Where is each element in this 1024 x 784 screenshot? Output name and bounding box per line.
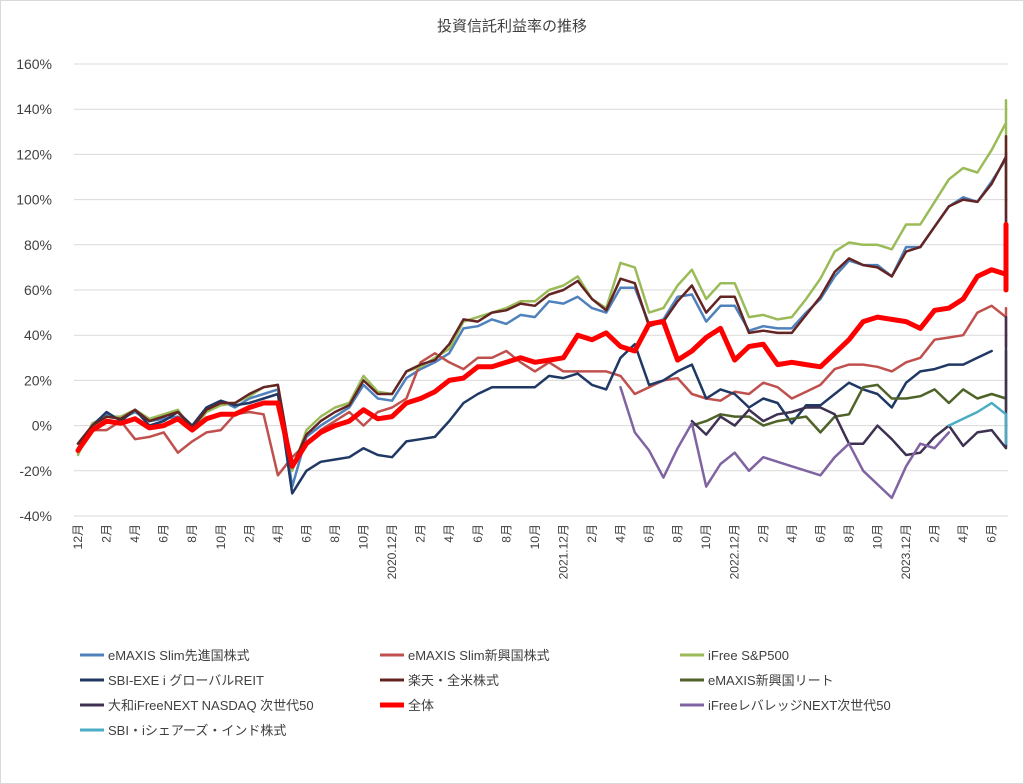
x-tick-label: 2月 — [242, 524, 256, 543]
legend-entry: iFree S&P500 — [680, 648, 789, 663]
x-tick-label: 8月 — [842, 524, 856, 543]
series-line — [947, 401, 1008, 445]
x-tick-label: 2月 — [414, 524, 428, 543]
x-tick-label: 10月 — [528, 524, 542, 549]
x-tick-label: 2023.12月 — [899, 524, 913, 579]
x-tick-label: 8月 — [671, 524, 685, 543]
chart-title: 投資信託利益率の推移 — [437, 18, 587, 35]
x-tick-label: 4月 — [442, 524, 456, 543]
legend-entry: SBI-EXE i グローバルREIT — [80, 673, 264, 688]
x-tick-label: 4月 — [785, 524, 799, 543]
x-tick-label: 2020.12月 — [385, 524, 399, 579]
y-tick-label: 40% — [24, 327, 52, 343]
legend: eMAXIS Slim先進国株式 eMAXIS Slim新興国株式 iFree S&… — [80, 648, 891, 738]
x-tick-label: 2月 — [100, 524, 114, 543]
x-tick-label: 2022.12月 — [728, 524, 742, 579]
x-tick-label: 6月 — [471, 524, 485, 543]
y-tick-label: 120% — [16, 146, 52, 162]
x-tick-label: 10月 — [871, 524, 885, 549]
series-line — [619, 385, 951, 500]
series-line — [75, 222, 1009, 469]
legend-label: iFree S&P500 — [708, 648, 789, 663]
x-tick-label: 4月 — [128, 524, 142, 543]
legend-label: SBI-EXE i グローバルREIT — [108, 673, 264, 688]
y-tick-label: 140% — [16, 101, 52, 117]
x-tick-label: 10月 — [699, 524, 713, 549]
x-axis-ticks: 12月 2月 4月 6月 8月 10月 2月 4月 6月 8月 10月 2020.12月 2月 4月 6月 8… — [71, 524, 999, 579]
x-tick-label: 4月 — [956, 524, 970, 543]
y-tick-label: -20% — [19, 463, 52, 479]
x-tick-label: 4月 — [271, 524, 285, 543]
legend-label: iFreeレバレッジNEXT次世代50 — [708, 698, 891, 713]
y-tick-label: 0% — [32, 418, 52, 434]
series-line — [76, 304, 1008, 477]
legend-entry: iFreeレバレッジNEXT次世代50 — [680, 698, 891, 713]
legend-entry: 楽天・全米株式 — [380, 673, 499, 688]
series-lines — [75, 98, 1009, 500]
legend-entry: SBI・iシェアーズ・インド株式 — [80, 723, 286, 738]
x-tick-label: 8月 — [185, 524, 199, 543]
gridlines — [74, 63, 1008, 517]
x-tick-label: 6月 — [813, 524, 827, 543]
legend-label: eMAXIS Slim先進国株式 — [108, 648, 250, 663]
series-line — [76, 135, 1008, 468]
x-tick-label: 12月 — [71, 524, 85, 549]
y-tick-label: 60% — [24, 282, 52, 298]
y-tick-label: 20% — [24, 372, 52, 388]
x-tick-label: 2021.12月 — [556, 524, 570, 579]
x-tick-label: 2月 — [928, 524, 942, 543]
x-tick-label: 10月 — [357, 524, 371, 549]
legend-label: eMAXIS Slim新興国株式 — [408, 648, 550, 663]
x-tick-label: 2月 — [585, 524, 599, 543]
x-tick-label: 6月 — [157, 524, 171, 543]
legend-entry: eMAXIS新興国リート — [680, 673, 834, 688]
y-tick-label: -40% — [19, 508, 52, 524]
y-axis-ticks: 160% 140% 120% 100% 80% 60% 40% 20% 0% -20% -40% — [16, 56, 52, 524]
x-tick-label: 2月 — [756, 524, 770, 543]
legend-entry: eMAXIS Slim先進国株式 — [80, 648, 250, 663]
legend-entry: eMAXIS Slim新興国株式 — [380, 648, 550, 663]
y-tick-label: 80% — [24, 237, 52, 253]
y-tick-label: 100% — [16, 192, 52, 208]
legend-label: eMAXIS新興国リート — [708, 673, 834, 688]
legend-label: 楽天・全米株式 — [408, 673, 499, 688]
x-tick-label: 6月 — [985, 524, 999, 543]
legend-entry: 全体 — [380, 698, 434, 713]
x-tick-label: 6月 — [299, 524, 313, 543]
legend-label: 全体 — [408, 698, 434, 713]
legend-entry: 大和iFreeNEXT NASDAQ 次世代50 — [80, 698, 314, 713]
x-tick-label: 10月 — [214, 524, 228, 549]
x-tick-label: 4月 — [614, 524, 628, 543]
x-tick-label: 8月 — [328, 524, 342, 543]
legend-label: SBI・iシェアーズ・インド株式 — [108, 723, 286, 738]
x-tick-label: 6月 — [642, 524, 656, 543]
x-tick-label: 8月 — [499, 524, 513, 543]
legend-label: 大和iFreeNEXT NASDAQ 次世代50 — [108, 698, 314, 713]
y-tick-label: 160% — [16, 56, 52, 72]
